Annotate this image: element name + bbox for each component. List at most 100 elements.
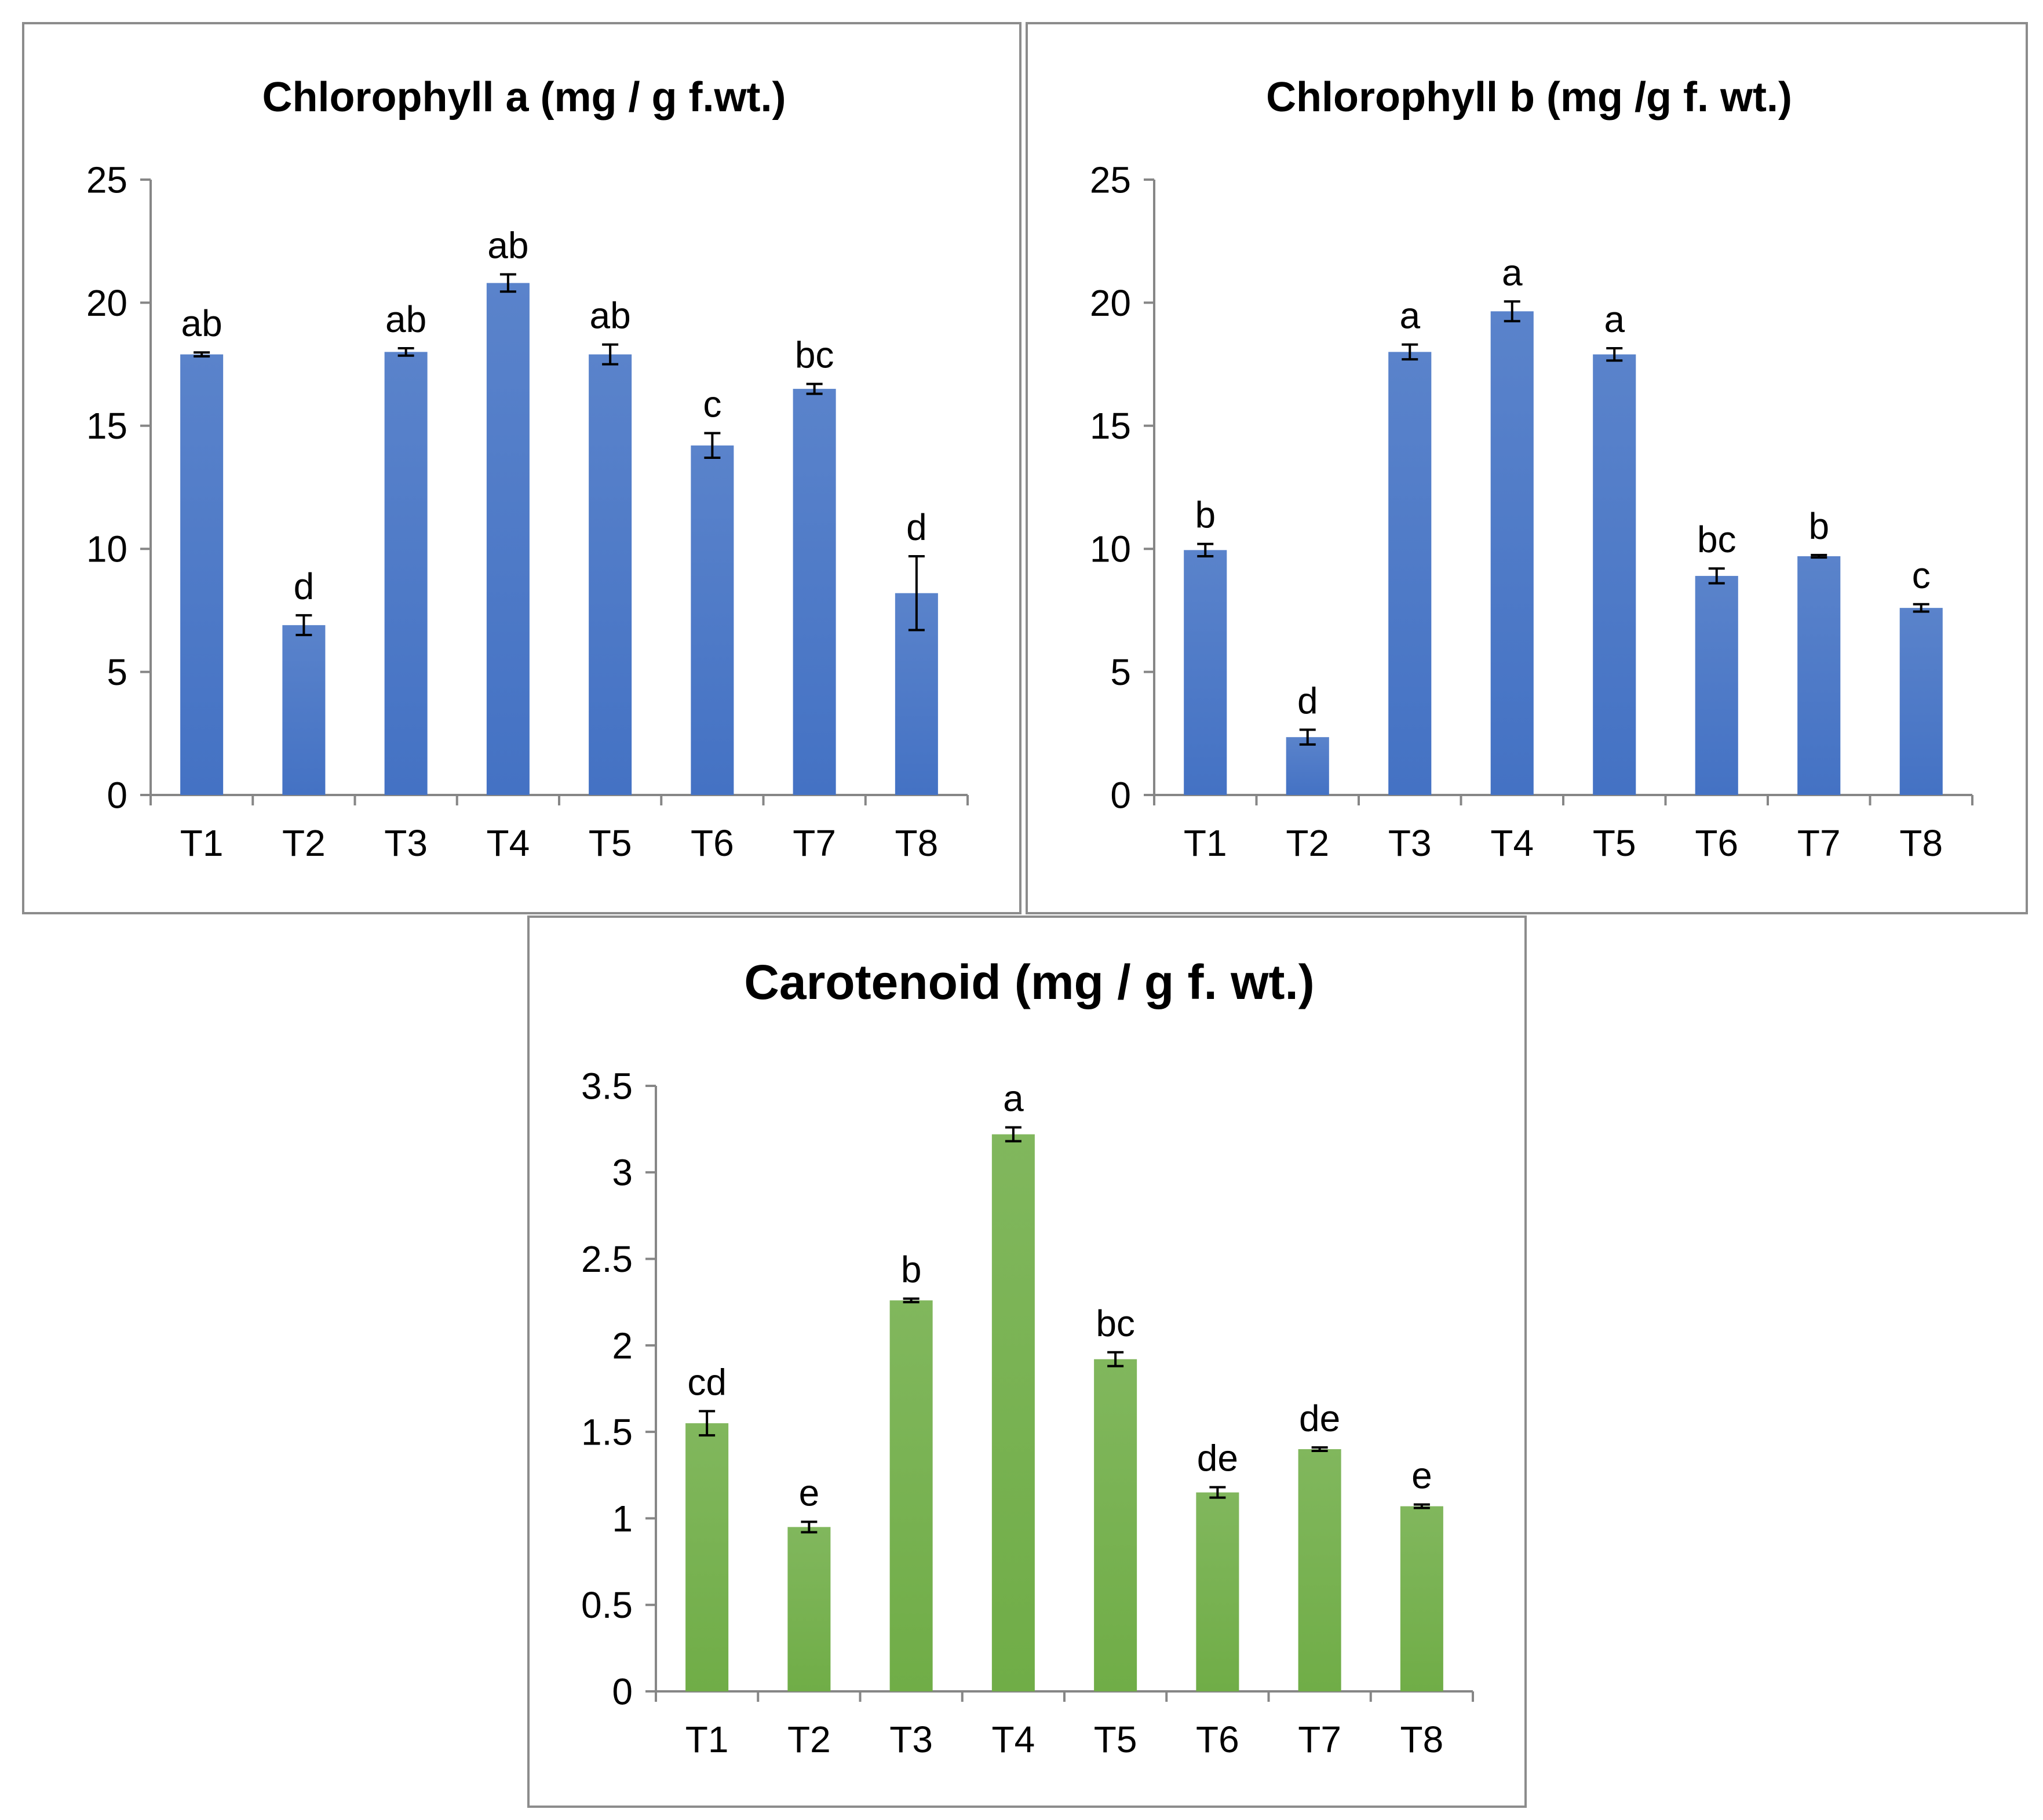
y-tick-label: 1 [612, 1498, 633, 1540]
significance-label-T7: de [1299, 1398, 1340, 1439]
significance-label-T3: b [901, 1249, 922, 1290]
bar-T3 [889, 1300, 933, 1691]
y-tick-label: 15 [1090, 405, 1131, 447]
x-tick-label-T1: T1 [685, 1719, 729, 1760]
x-tick-label-T3: T3 [1388, 822, 1432, 864]
y-tick-label: 15 [86, 405, 127, 447]
x-tick-label-T2: T2 [282, 822, 326, 864]
bar-T6 [1196, 1492, 1239, 1691]
bar-T1 [180, 354, 224, 795]
x-tick-label-T7: T7 [793, 822, 836, 864]
x-tick-label-T3: T3 [889, 1719, 933, 1760]
y-tick-label: 3.5 [581, 1065, 633, 1107]
bar-T2 [1286, 737, 1329, 795]
chart-title: Chlorophyll b (mg /g f. wt.) [1266, 74, 1792, 121]
bar-T5 [1094, 1359, 1137, 1691]
y-tick-label: 25 [1090, 159, 1131, 200]
y-tick-label: 20 [1090, 282, 1131, 324]
x-tick-label-T4: T4 [1490, 822, 1534, 864]
x-tick-label-T5: T5 [589, 822, 632, 864]
x-tick-label-T6: T6 [1196, 1719, 1239, 1760]
significance-label-T3: a [1399, 295, 1420, 337]
y-tick-label: 10 [86, 528, 127, 570]
x-tick-label-T1: T1 [1184, 822, 1227, 864]
y-tick-label: 5 [107, 651, 127, 693]
y-tick-label: 0 [1110, 774, 1131, 816]
x-tick-label-T3: T3 [384, 822, 428, 864]
y-tick-label: 20 [86, 282, 127, 324]
bar-T6 [691, 445, 734, 795]
x-tick-label-T2: T2 [1286, 822, 1329, 864]
significance-label-T5: bc [1096, 1303, 1135, 1344]
bar-T2 [787, 1527, 831, 1691]
bar-T5 [589, 354, 632, 795]
y-tick-label: 25 [86, 159, 127, 200]
x-tick-label-T7: T7 [1298, 1719, 1341, 1760]
x-tick-label-T6: T6 [691, 822, 734, 864]
significance-label-T2: e [799, 1472, 820, 1513]
y-tick-label: 5 [1110, 651, 1131, 693]
x-tick-label-T8: T8 [1899, 822, 1943, 864]
bar-T7 [1797, 556, 1841, 795]
y-tick-label: 1.5 [581, 1411, 633, 1453]
carotenoid-chart: Carotenoid (mg / g f. wt.) 0 0.5 1 1.5 2 2.5 3 3… [581, 955, 1474, 1760]
y-tick-label: 0 [612, 1671, 633, 1712]
bar-T5 [1593, 354, 1636, 795]
x-tick-label-T4: T4 [487, 822, 530, 864]
bar-T1 [1184, 550, 1227, 795]
significance-label-T8: d [906, 506, 927, 548]
chlorophyll-a-panel: Chlorophyll a (mg / g f.wt.) 0 5 10 15 20 25 ab… [22, 22, 1021, 914]
significance-label-T6: de [1197, 1438, 1238, 1479]
x-tick-label-T7: T7 [1797, 822, 1841, 864]
bar-T2 [282, 625, 326, 795]
bar-T8 [1400, 1506, 1443, 1691]
significance-label-T6: c [703, 384, 721, 425]
bar-T4 [991, 1134, 1035, 1691]
y-tick-label: 0.5 [581, 1584, 633, 1626]
significance-label-T8: c [1912, 555, 1931, 596]
significance-label-T4: a [1003, 1078, 1024, 1119]
significance-label-T7: bc [795, 334, 834, 376]
y-tick-label: 2 [612, 1325, 633, 1366]
significance-label-T5: a [1604, 298, 1625, 340]
bar-T1 [685, 1423, 729, 1691]
bar-T7 [793, 389, 836, 795]
x-tick-label-T8: T8 [895, 822, 939, 864]
x-tick-label-T5: T5 [1094, 1719, 1137, 1760]
x-tick-label-T6: T6 [1695, 822, 1738, 864]
bar-T7 [1298, 1449, 1341, 1691]
significance-label-T8: e [1411, 1455, 1432, 1497]
carotenoid-panel: Carotenoid (mg / g f. wt.) 0 0.5 1 1.5 2 2.5 3 3… [527, 916, 1527, 1808]
bar-T4 [1490, 311, 1534, 795]
y-tick-label: 3 [612, 1152, 633, 1194]
significance-label-T1: b [1195, 494, 1216, 536]
chlorophyll-b-panel: Chlorophyll b (mg /g f. wt.) 0 5 10 15 20 25 b T… [1026, 22, 2028, 914]
bar-T3 [384, 352, 428, 795]
bar-T6 [1695, 575, 1738, 795]
bar-T3 [1388, 352, 1432, 795]
significance-label-T7: b [1808, 505, 1829, 547]
y-tick-label: 10 [1090, 528, 1131, 570]
significance-label-T2: d [294, 566, 315, 607]
significance-label-T4: a [1502, 251, 1523, 293]
significance-label-T4: ab [487, 225, 528, 267]
x-tick-label-T1: T1 [180, 822, 224, 864]
bar-T4 [486, 283, 530, 795]
significance-label-T1: cd [687, 1361, 727, 1403]
chart-title: Carotenoid (mg / g f. wt.) [744, 955, 1315, 1009]
chart-title: Chlorophyll a (mg / g f.wt.) [262, 74, 786, 121]
chlorophyll-b-chart: Chlorophyll b (mg /g f. wt.) 0 5 10 15 20 25 b T… [1090, 74, 1973, 864]
y-tick-label: 2.5 [581, 1238, 633, 1280]
x-tick-label-T2: T2 [787, 1719, 831, 1760]
bar-T8 [1899, 608, 1943, 795]
x-tick-label-T5: T5 [1593, 822, 1636, 864]
y-tick-label: 0 [107, 774, 127, 816]
significance-label-T1: ab [181, 302, 222, 344]
x-tick-label-T4: T4 [992, 1719, 1035, 1760]
significance-label-T3: ab [385, 298, 426, 340]
chlorophyll-a-chart: Chlorophyll a (mg / g f.wt.) 0 5 10 15 20 25 ab… [86, 74, 969, 864]
x-tick-label-T8: T8 [1400, 1719, 1444, 1760]
significance-label-T5: ab [590, 295, 631, 337]
significance-label-T2: d [1297, 680, 1318, 721]
significance-label-T6: bc [1697, 519, 1736, 560]
